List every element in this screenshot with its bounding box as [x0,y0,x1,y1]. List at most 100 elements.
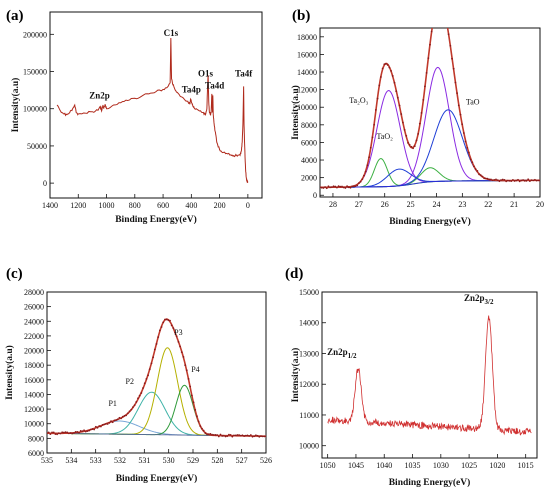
x-tick-label: 527 [236,456,248,465]
panel-b: 28 27 26 25 24 23 22 21 20 0 2000 4000 6000 8000 10000… [290,0,544,227]
x-tick-label: 23 [458,200,466,209]
raw-data-point [483,177,486,180]
y-tick-label: 50000 [27,142,47,151]
raw-data-point [121,415,124,418]
raw-data-point [474,168,477,171]
raw-data-point [356,184,359,187]
raw-data-point [451,57,453,60]
raw-data-point [341,185,343,188]
raw-data-point [501,178,504,181]
x-tick-label: 200 [214,201,226,210]
raw-data-point [378,84,381,87]
x-tick-label: 1020 [489,461,505,470]
raw-data-point [439,0,441,2]
raw-data-point [169,319,171,322]
y-axis-title: Intensity(a.u) [290,85,301,140]
raw-data-point [518,180,521,183]
raw-data-point [447,33,450,36]
raw-data-point [374,109,377,111]
x-tick-label: 20 [536,200,544,209]
plot-frame [319,27,541,198]
raw-data-point [221,435,224,437]
raw-data-point [184,364,187,366]
raw-data-point [469,158,472,161]
raw-data-point [78,431,80,434]
x-tick-label: 534 [65,456,77,465]
y-tick-label: 18000 [24,361,44,370]
raw-data-point [229,433,232,436]
raw-data-point [327,185,330,188]
fit-component-3 [320,158,540,188]
x-tick-label: 1030 [433,461,449,470]
raw-data-point [73,432,75,434]
raw-data-point [380,76,382,78]
raw-data-point [265,435,266,438]
raw-data-point [74,431,77,433]
raw-data-points [320,0,540,190]
x-tick-label: 400 [185,201,197,210]
x-axis-title: Binding Energy(eV) [389,477,471,488]
raw-data-point [339,185,342,188]
raw-data-point [68,432,70,435]
raw-data-point [260,435,262,438]
y-tick-label: 11000 [299,411,319,420]
x-tick-label: 1400 [42,201,58,210]
raw-data-point [51,431,53,434]
y-tick-label: 10000 [297,103,317,112]
raw-data-point [527,178,530,181]
raw-data-point [346,185,348,188]
raw-data-point [476,170,479,172]
x-tick-label: 26 [381,200,389,209]
raw-data-point [106,423,109,425]
y-tick-label: 10000 [299,442,319,451]
raw-data-point [376,97,379,100]
raw-data-point [120,417,123,420]
peak-annotation: Ta4p [182,84,201,94]
raw-data-point [59,432,62,435]
raw-data-point [226,435,229,438]
raw-data-point [224,435,227,438]
peak-label-sub: 3/2 [485,298,494,306]
raw-data-point [424,85,426,88]
raw-data-point [88,429,91,432]
raw-data-point [165,318,168,321]
raw-data-point [49,433,52,436]
raw-data-point [425,72,428,74]
panel-a: 1400 1200 1000 800 600 400 200 0 0 50000 100000 150… [10,11,263,225]
y-tick-label: 12000 [24,405,44,414]
raw-data-point [332,185,335,188]
y-tick-label: 6000 [28,449,44,458]
peak-label: Zn2p1/2 [327,347,357,360]
peak-annotation: Zn2p [89,90,110,100]
x-tick-label: 528 [211,456,223,465]
raw-data-point [135,401,138,403]
raw-data-point [539,179,540,182]
raw-data-point [155,343,158,345]
raw-data-point [261,435,264,438]
x-tick-label: 526 [260,456,272,465]
raw-data-point [231,435,234,438]
raw-data-points [47,318,266,438]
raw-data-point [244,434,247,437]
raw-data-point [153,348,156,351]
raw-data-point [113,419,116,422]
x-tick-label: 0 [246,201,250,210]
raw-data-point [512,178,514,181]
raw-data-point [69,432,72,434]
raw-data-point [528,180,531,183]
raw-data-point [517,178,519,181]
raw-data-point [385,63,387,65]
x-axis-title: Binding Energy(eV) [116,473,198,484]
raw-data-point [57,432,60,435]
y-tick-label: 24000 [24,317,44,326]
fit-component-2 [320,66,540,188]
raw-data-point [179,345,181,348]
peak-label: P2 [126,377,134,386]
panel-c: 535 534 533 532 531 530 529 528 527 526 6000 8000 10… [4,288,272,484]
raw-data-point [491,179,494,182]
raw-data-point [443,8,445,10]
peak-label-main: Zn2p [327,347,348,357]
raw-data-point [486,177,489,180]
raw-data-point [79,430,82,432]
